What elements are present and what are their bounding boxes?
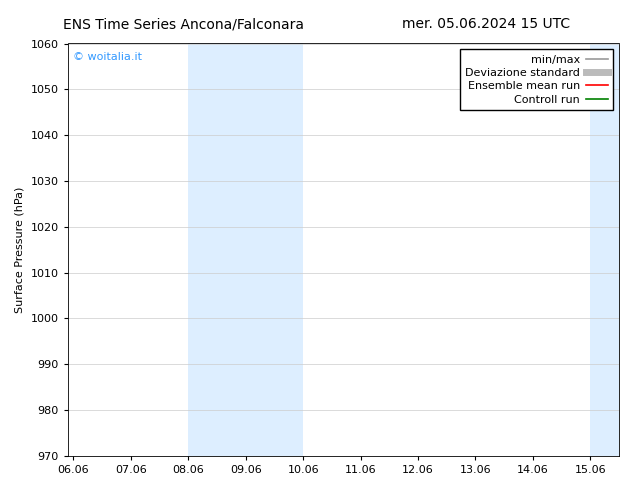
Bar — [590, 44, 619, 456]
Bar — [188, 44, 303, 456]
Text: © woitalia.it: © woitalia.it — [73, 52, 142, 62]
Text: mer. 05.06.2024 15 UTC: mer. 05.06.2024 15 UTC — [403, 17, 571, 31]
Title: ENS Time Series Ancona/Falconara      mer. 05.06.2024 15 UTC: ENS Time Series Ancona/Falconara mer. 05… — [0, 489, 1, 490]
Legend: min/max, Deviazione standard, Ensemble mean run, Controll run: min/max, Deviazione standard, Ensemble m… — [460, 49, 614, 110]
Y-axis label: Surface Pressure (hPa): Surface Pressure (hPa) — [15, 187, 25, 313]
Text: ENS Time Series Ancona/Falconara: ENS Time Series Ancona/Falconara — [63, 17, 304, 31]
